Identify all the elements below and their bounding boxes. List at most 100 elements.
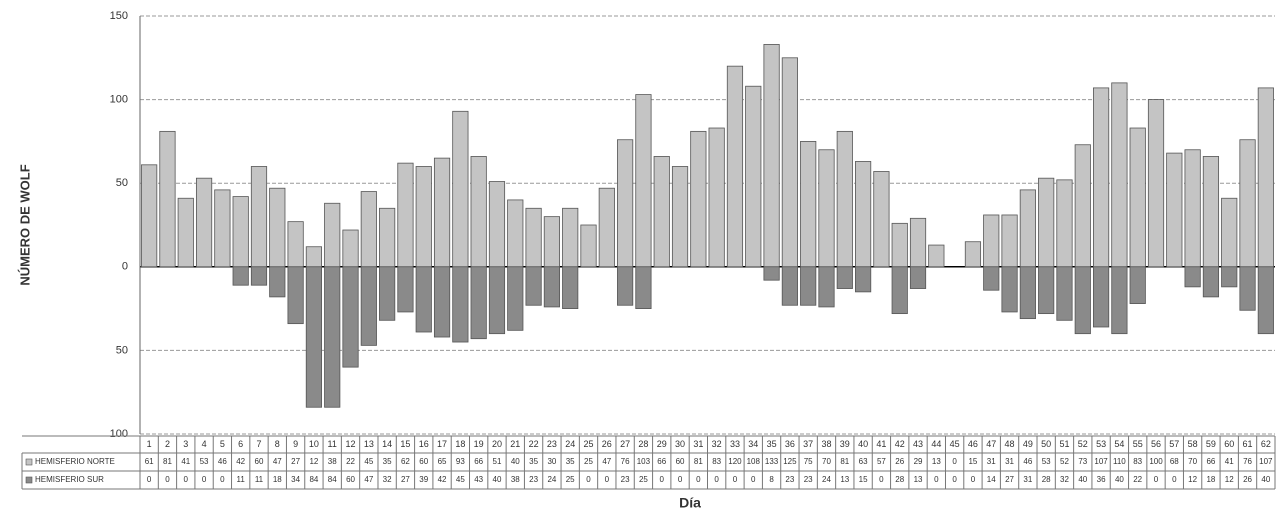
y-tick-label: 150 (110, 10, 128, 22)
bar (635, 266, 652, 309)
x-tick-label: 40 (858, 439, 868, 449)
x-tick-label: 3 (183, 439, 188, 449)
bar (269, 187, 286, 268)
table-value: 36 (1097, 475, 1106, 484)
table-value: 40 (493, 475, 502, 484)
bar (1221, 266, 1238, 288)
bar (855, 161, 872, 268)
table-value: 8 (769, 475, 774, 484)
bar (452, 266, 469, 343)
table-value: 13 (914, 475, 923, 484)
table-value: 52 (1060, 457, 1069, 466)
table-value: 81 (163, 457, 172, 466)
table-value: 53 (200, 457, 209, 466)
bar (397, 266, 414, 313)
bar (1184, 149, 1201, 268)
bar (928, 244, 945, 268)
bar (1056, 266, 1073, 321)
bar (397, 162, 414, 268)
bar (525, 266, 542, 306)
bar (305, 246, 323, 268)
table-value: 120 (728, 457, 742, 466)
bar (433, 157, 451, 268)
table-value: 25 (584, 457, 593, 466)
table-value: 46 (1023, 457, 1032, 466)
x-tick-label: 42 (895, 439, 905, 449)
table-value: 133 (765, 457, 779, 466)
table-value: 0 (934, 475, 939, 484)
bar (470, 156, 487, 268)
table-value: 35 (529, 457, 538, 466)
table-value: 0 (165, 475, 170, 484)
bar (360, 266, 377, 346)
x-tick-label: 21 (510, 439, 520, 449)
x-tick-label: 49 (1023, 439, 1033, 449)
bar (525, 207, 542, 268)
table-value: 15 (859, 475, 868, 484)
table-value: 11 (237, 475, 246, 484)
bar (763, 266, 780, 281)
table-value: 35 (383, 457, 392, 466)
x-tick-label: 43 (913, 439, 923, 449)
bar (379, 207, 396, 268)
table-value: 27 (291, 457, 300, 466)
x-tick-label: 35 (767, 439, 777, 449)
bar (1038, 266, 1055, 315)
x-tick-label: 25 (584, 439, 594, 449)
table-value: 32 (1060, 475, 1069, 484)
bar (909, 266, 927, 289)
x-tick-label: 18 (455, 439, 465, 449)
x-tick-label: 16 (419, 439, 429, 449)
table-value: 83 (1133, 457, 1142, 466)
table-value: 0 (220, 475, 225, 484)
table-value: 84 (309, 475, 318, 484)
table-value: 0 (879, 475, 884, 484)
table-value: 107 (1094, 457, 1108, 466)
bar (855, 266, 872, 293)
x-tick-label: 29 (657, 439, 667, 449)
table-value: 38 (511, 475, 520, 484)
x-tick-label: 33 (730, 439, 740, 449)
bar (360, 191, 377, 268)
table-value: 62 (401, 457, 410, 466)
bar (708, 127, 725, 268)
bar (873, 171, 890, 268)
x-tick-label: 26 (602, 439, 612, 449)
x-tick-label: 19 (474, 439, 484, 449)
x-tick-label: 57 (1169, 439, 1179, 449)
table-value: 26 (895, 457, 904, 466)
bar (818, 266, 835, 308)
table-value: 51 (493, 457, 502, 466)
table-value: 23 (804, 475, 813, 484)
bar (1166, 152, 1183, 268)
table-value: 0 (605, 475, 610, 484)
bar (1093, 87, 1110, 268)
table-value: 42 (236, 457, 245, 466)
bar (671, 166, 689, 268)
table-value: 0 (1172, 475, 1177, 484)
x-tick-label: 41 (876, 439, 886, 449)
bar (269, 266, 286, 298)
bar (488, 266, 506, 335)
x-tick-label: 38 (821, 439, 831, 449)
bar (1074, 266, 1091, 335)
table-value: 40 (1078, 475, 1087, 484)
table-value: 108 (747, 457, 761, 466)
bar (800, 140, 817, 268)
bar (1111, 266, 1128, 335)
x-tick-label: 10 (309, 439, 319, 449)
bar (1202, 266, 1220, 298)
table-value: 0 (751, 475, 756, 484)
y-tick-label: 50 (116, 177, 128, 189)
bar (1019, 266, 1036, 320)
bar (232, 196, 249, 268)
bar (342, 229, 359, 268)
bar (1074, 144, 1091, 268)
table-value: 23 (529, 475, 538, 484)
bar (379, 266, 396, 321)
table-value: 73 (1078, 457, 1087, 466)
bar (250, 166, 268, 268)
x-tick-label: 30 (675, 439, 685, 449)
x-tick-label: 4 (202, 439, 207, 449)
